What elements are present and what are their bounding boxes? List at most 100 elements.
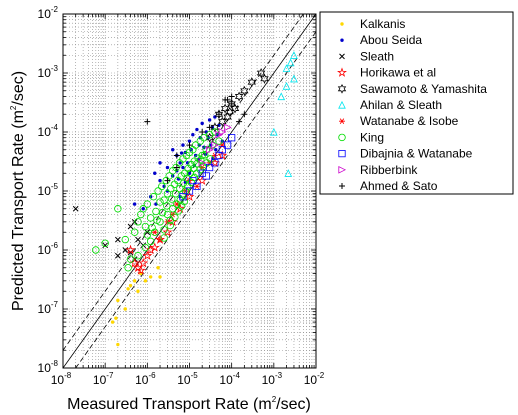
data-point <box>218 116 227 127</box>
data-point <box>181 169 189 177</box>
data-point <box>186 142 193 149</box>
data-point <box>202 172 210 180</box>
x-tick-label: 10-8 <box>51 371 72 387</box>
data-point <box>149 193 158 201</box>
data-point <box>143 279 148 283</box>
data-point <box>215 137 223 145</box>
legend-label: Ahmed & Sato <box>360 179 438 193</box>
legend-label: Horikawa et al <box>360 66 436 80</box>
data-point <box>123 307 127 311</box>
series-dibajnia-watanabe <box>179 134 236 201</box>
data-point <box>146 237 155 246</box>
data-point <box>236 118 243 125</box>
reference-line-1to1 <box>62 13 317 369</box>
data-point <box>141 207 145 211</box>
data-point <box>199 129 206 135</box>
legend-label: Abou Seida <box>360 33 422 47</box>
legend-item-kalkanis: Kalkanis <box>340 17 405 31</box>
data-point <box>143 231 152 239</box>
data-point <box>121 235 129 244</box>
data-point <box>208 141 217 149</box>
data-point <box>200 134 208 142</box>
data-point <box>240 85 249 96</box>
legend: Kalkanis Abou Seida Sleath Horikawa et al Sa… <box>319 11 514 195</box>
data-point <box>193 183 200 190</box>
data-point <box>211 159 219 167</box>
legend-label: Sawamoto & Yamashita <box>360 82 487 96</box>
data-point <box>165 165 170 170</box>
data-point <box>179 179 188 188</box>
legend-marker <box>337 67 347 77</box>
data-point <box>223 123 232 132</box>
data-point <box>210 122 220 133</box>
data-point <box>115 236 121 243</box>
data-point <box>234 91 244 102</box>
data-point <box>179 193 187 201</box>
data-point <box>189 177 197 185</box>
data-point <box>151 228 159 236</box>
legend-label: King <box>360 130 384 144</box>
data-point <box>193 182 201 190</box>
y-tick-label: 10-7 <box>38 300 59 316</box>
data-point <box>218 128 227 136</box>
data-point <box>125 244 136 255</box>
legend-items: Kalkanis Abou Seida Sleath Horikawa et al Sa… <box>337 17 487 193</box>
data-point <box>148 195 153 199</box>
y-tick-label: 10-5 <box>38 182 59 198</box>
data-point <box>148 275 153 279</box>
data-point <box>149 242 160 252</box>
legend-label: Sleath <box>360 49 394 63</box>
reference-line-factor-band <box>62 13 304 351</box>
data-point <box>164 177 171 184</box>
data-point <box>218 146 226 154</box>
data-point <box>290 51 298 59</box>
legend-item-king: King <box>338 130 384 144</box>
data-point <box>144 118 151 125</box>
data-point <box>126 255 135 263</box>
data-point <box>116 342 120 347</box>
data-point <box>158 178 162 183</box>
legend-marker <box>340 38 344 42</box>
data-point <box>160 234 168 242</box>
legend-marker <box>338 100 346 109</box>
x-tick-label: 10-4 <box>219 371 240 387</box>
data-point <box>187 139 192 143</box>
data-point <box>165 172 173 180</box>
data-point <box>171 189 180 198</box>
legend-item-ahmed-sato: Ahmed & Sato <box>339 179 438 193</box>
legend-item-sawamoto-yamashita: Sawamoto & Yamashita <box>337 82 487 96</box>
legend-marker <box>339 53 345 60</box>
data-point <box>224 96 231 103</box>
data-point <box>132 279 137 283</box>
series-king <box>92 128 223 272</box>
data-point <box>114 205 122 213</box>
data-point <box>184 191 195 201</box>
data-point <box>158 161 162 165</box>
data-point <box>173 152 180 159</box>
data-point <box>195 127 199 132</box>
data-point <box>72 205 79 212</box>
data-point <box>154 187 162 195</box>
data-point <box>179 151 184 155</box>
data-point <box>277 92 286 101</box>
legend-item-ribberbink: Ribberbink <box>338 163 418 177</box>
x-tick-label: 10-5 <box>177 371 198 387</box>
legend-item-sleath: Sleath <box>339 49 394 63</box>
data-point <box>132 202 137 206</box>
data-point <box>187 171 192 175</box>
legend-item-ahilan-sleath: Ahilan & Sleath <box>338 98 442 112</box>
legend-item-watanabe-isobe: Watanabe & Isobe <box>339 114 459 128</box>
data-point <box>102 242 109 249</box>
data-point <box>153 171 157 175</box>
data-point <box>158 208 167 217</box>
data-point <box>171 213 179 221</box>
data-point <box>122 247 129 253</box>
data-point <box>220 103 230 114</box>
data-point <box>193 160 201 168</box>
data-point <box>148 223 156 232</box>
data-point <box>171 148 175 152</box>
data-point <box>180 197 188 206</box>
data-points <box>72 51 298 347</box>
y-tick-label: 10-2 <box>38 5 59 21</box>
